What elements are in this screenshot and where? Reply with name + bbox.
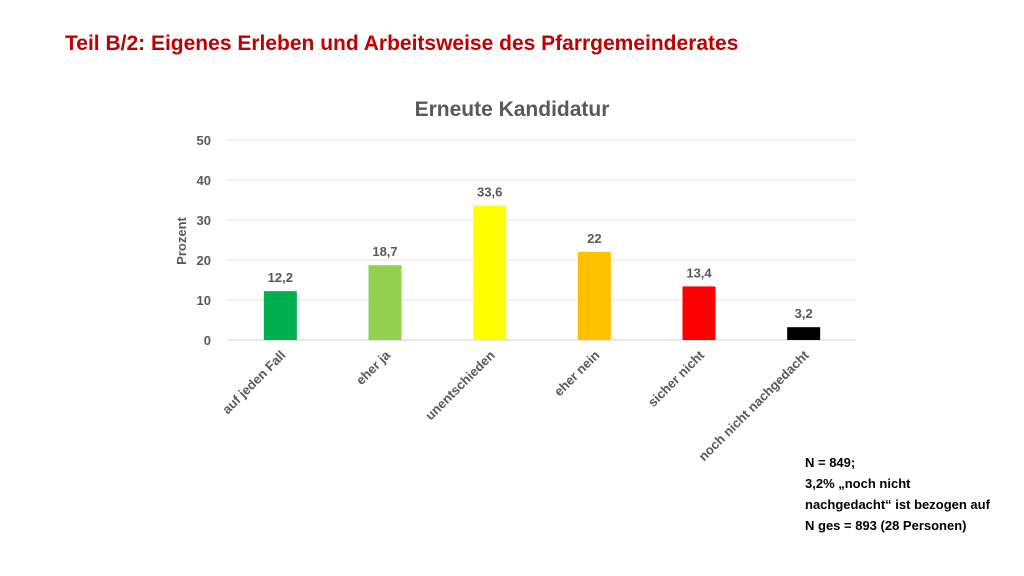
gridlines [228, 139, 856, 341]
data-labels: 12,2 18,7 33,6 22 13,4 3,2 [268, 185, 813, 322]
sample-size-note: N = 849; 3,2% „noch nicht nachgedacht“ i… [805, 452, 1020, 536]
bar-noch-nicht-nachgedacht [787, 327, 821, 340]
slide-title: Teil B/2: Eigenes Erleben und Arbeitswei… [65, 32, 739, 55]
y-tick-label: 30 [197, 213, 211, 228]
note-line: nachgedacht“ ist bezogen auf [805, 497, 990, 512]
x-category-label: eher nein [551, 347, 603, 399]
x-category-label: eher ja [353, 347, 394, 388]
y-tick-label: 10 [197, 293, 211, 308]
bar-unentschieden [473, 205, 507, 340]
x-category-label: sicher nicht [645, 347, 708, 410]
bar-sicher-nicht [682, 286, 716, 340]
x-category-label: noch nicht nachgedacht [695, 347, 812, 464]
bar-eher-ja [368, 265, 402, 340]
data-label: 13,4 [686, 265, 712, 280]
data-label: 22 [587, 231, 601, 246]
y-axis-ticks: 0 10 20 30 40 50 [197, 133, 211, 348]
note-line: 3,2% „noch nicht [805, 476, 911, 491]
bar-eher-nein [577, 252, 611, 340]
y-axis-label: Prozent [174, 216, 189, 264]
note-line: N = 849; [805, 455, 856, 470]
data-label: 3,2 [795, 306, 813, 321]
chart-title: Erneute Kandidatur [415, 98, 610, 121]
x-category-label: auf jeden Fall [219, 348, 288, 417]
bars [263, 205, 821, 340]
y-tick-label: 0 [204, 333, 211, 348]
data-label: 33,6 [477, 185, 502, 200]
x-axis-categories: auf jeden Fall eher ja unentschieden eher n… [219, 347, 812, 464]
y-tick-label: 50 [197, 133, 211, 148]
data-label: 18,7 [372, 244, 397, 259]
data-label: 12,2 [268, 270, 293, 285]
bar-auf-jeden-Fall [263, 291, 297, 340]
y-tick-label: 40 [197, 173, 211, 188]
y-tick-label: 20 [197, 253, 211, 268]
x-category-label: unentschieden [422, 347, 498, 423]
note-line: N ges = 893 (28 Personen) [805, 518, 967, 533]
